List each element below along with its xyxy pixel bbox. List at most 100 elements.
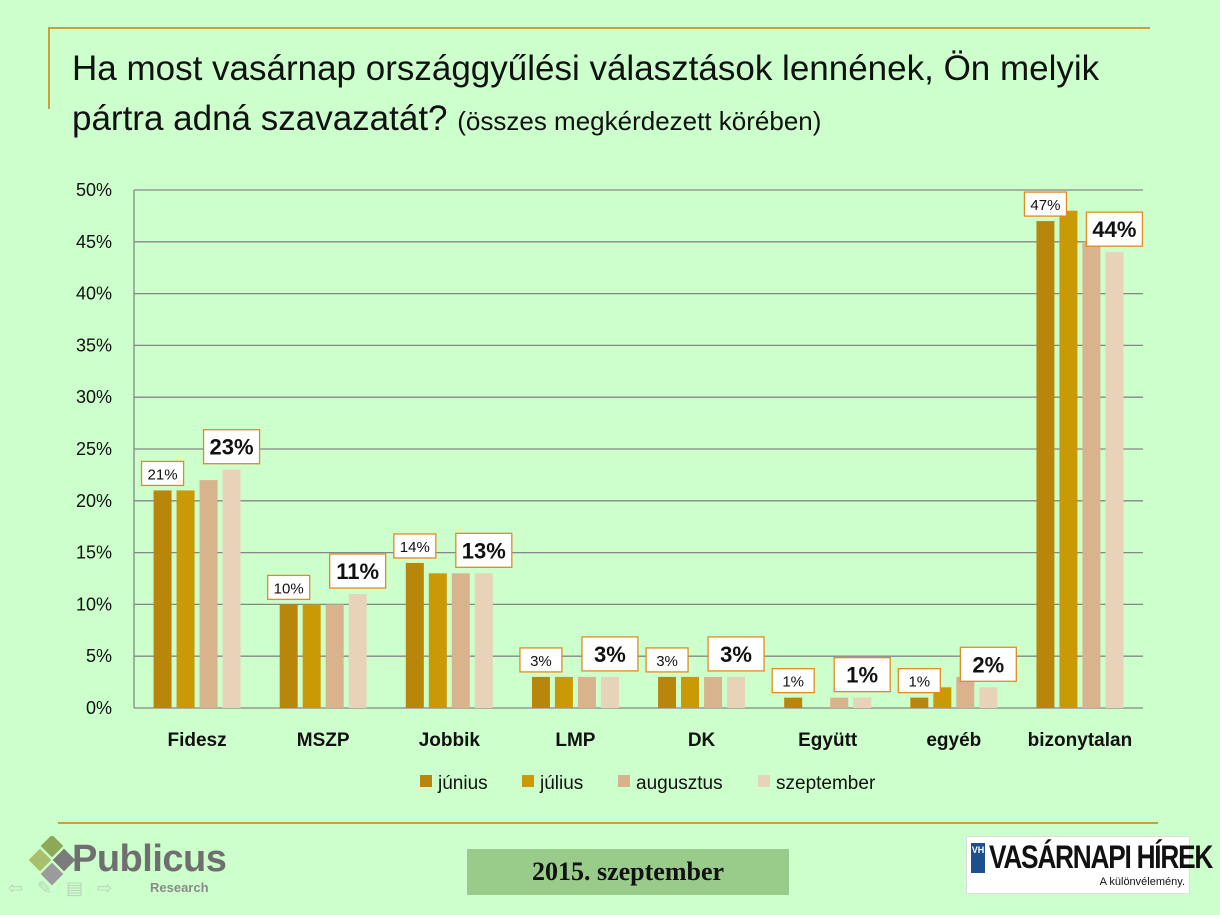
data-label-last: 23% [210, 435, 254, 460]
data-label-box [455, 532, 513, 568]
data-label-box [645, 647, 689, 673]
title-rule-left [48, 27, 50, 109]
data-label-first: 1% [908, 674, 930, 691]
title-rule-top [48, 27, 1150, 29]
data-label-box [1023, 191, 1068, 217]
y-tick-label: 0% [86, 698, 112, 718]
vh-mark: VH [971, 843, 985, 873]
bar-augusztus [199, 480, 218, 708]
y-tick-label: 5% [86, 646, 112, 666]
legend-label: szeptember [776, 773, 876, 794]
bar-június [153, 490, 172, 708]
bar-június [279, 604, 298, 708]
legend-label: július [539, 773, 583, 794]
bar-szeptember [600, 676, 619, 708]
legend-swatch-június [420, 775, 432, 787]
date-box: 2015. szeptember [467, 849, 789, 895]
bar-július [428, 573, 447, 708]
bar-július [554, 676, 573, 708]
y-tick-label: 45% [76, 232, 112, 252]
data-label-last: 3% [720, 642, 752, 667]
vh-name: VASÁRNAPI HÍREK [989, 839, 1213, 875]
data-label-box [959, 646, 1017, 682]
data-label-first: 14% [400, 539, 430, 556]
bar-szeptember [853, 697, 872, 708]
y-tick-label: 10% [76, 594, 112, 614]
data-label-first: 47% [1030, 197, 1060, 214]
bar-augusztus [956, 676, 975, 708]
data-label-box [707, 636, 765, 672]
slide-nav-icons[interactable]: ⇦✎▤⇨ [8, 878, 127, 898]
title-sub: (összes megkérdezett körében) [457, 106, 822, 136]
bar-június [784, 697, 803, 708]
publicus-logo-icon [28, 836, 76, 886]
bar-június [658, 676, 677, 708]
bar-szeptember [979, 687, 998, 708]
legend-swatch-július [522, 775, 534, 787]
data-label-box [771, 667, 815, 694]
legend-swatch-szeptember [758, 775, 770, 787]
y-tick-label: 40% [76, 284, 112, 304]
bar-szeptember [727, 676, 746, 708]
category-label: egyéb [926, 730, 981, 751]
category-label: bizonytalan [1028, 730, 1133, 751]
data-label-first: 21% [148, 466, 178, 483]
data-label-box [267, 574, 311, 601]
data-label-first: 3% [656, 653, 678, 670]
bar-augusztus [577, 676, 596, 708]
bar-július [1059, 210, 1078, 708]
data-label-box [393, 533, 437, 559]
bar-július [681, 676, 700, 708]
vh-tagline: A különvélemény. [1099, 876, 1185, 888]
bar-szeptember [222, 469, 241, 708]
data-label-box [1085, 211, 1144, 247]
footer-rule [58, 822, 1158, 824]
bar-június [910, 697, 929, 708]
title-main: Ha most vasárnap országgyűlési választás… [72, 49, 1100, 138]
legend-swatch-augusztus [618, 775, 630, 787]
publicus-logo-name: Publicus [72, 838, 227, 880]
data-label-last: 3% [594, 642, 626, 667]
data-label-last: 13% [462, 538, 506, 563]
data-label-last: 44% [1092, 217, 1136, 242]
data-label-last: 2% [972, 652, 1004, 677]
y-tick-label: 25% [76, 439, 112, 459]
data-label-first: 1% [782, 674, 804, 691]
legend-label: június [437, 773, 488, 794]
data-label-box [519, 647, 563, 673]
y-tick-label: 50% [76, 180, 112, 200]
y-tick-label: 15% [76, 543, 112, 563]
data-label-last: 11% [336, 559, 379, 584]
data-label-box [581, 636, 639, 672]
category-label: MSZP [297, 730, 350, 751]
bar-június [405, 562, 424, 708]
legend-label: augusztus [636, 773, 723, 794]
bar-június [531, 676, 550, 708]
y-tick-label: 30% [76, 387, 112, 407]
data-label-last: 1% [846, 663, 878, 688]
bar-augusztus [704, 676, 723, 708]
bar-augusztus [1082, 241, 1101, 709]
publicus-logo-sub: Research [150, 880, 209, 895]
slide-title: Ha most vasárnap országgyűlési választás… [72, 44, 1152, 146]
category-label: Fidesz [168, 730, 227, 751]
bar-június [1036, 221, 1055, 708]
bar-július [176, 490, 195, 708]
y-tick-label: 35% [76, 335, 112, 355]
vasarnapi-hirek-logo: VH VASÁRNAPI HÍREK A különvélemény. [966, 836, 1213, 894]
bar-augusztus [325, 604, 344, 708]
bar-szeptember [348, 594, 367, 708]
category-label: LMP [555, 730, 595, 751]
category-label: Együtt [798, 730, 858, 751]
data-label-box [833, 656, 891, 693]
bar-augusztus [451, 573, 470, 708]
bar-július [302, 604, 321, 708]
data-label-box [140, 460, 185, 487]
data-label-first: 10% [274, 580, 304, 597]
category-label: Jobbik [419, 730, 481, 751]
y-tick-label: 20% [76, 491, 112, 511]
data-label-box [329, 553, 387, 589]
bar-augusztus [830, 697, 849, 708]
category-label: DK [688, 730, 716, 751]
